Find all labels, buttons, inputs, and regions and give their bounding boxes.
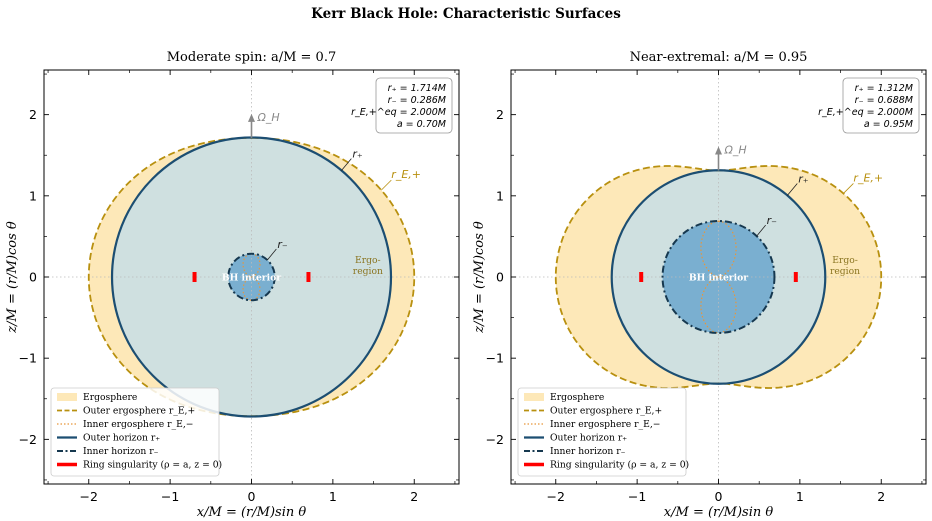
omega-h-label: Ω_H bbox=[724, 143, 747, 156]
x-tick-label: −2 bbox=[80, 489, 98, 504]
x-tick-label: 2 bbox=[410, 489, 418, 504]
y-tick-label: −2 bbox=[19, 432, 37, 447]
r-e-plus-leader bbox=[843, 183, 854, 194]
inner-horizon-line bbox=[661, 220, 776, 334]
x-axis-label: x/M = (r/M)sin θ bbox=[664, 505, 774, 520]
ring-singularity-mark-right bbox=[306, 272, 311, 282]
ergo-region-label-line-2: region bbox=[830, 266, 860, 277]
ring-singularity-mark-left bbox=[192, 272, 197, 282]
plot-area: BH interior Ergo-region Ω_H r₊ r_E,+ r₋ bbox=[511, 70, 926, 484]
legend-swatch-ergosphere bbox=[57, 393, 77, 401]
legend-label: Outer ergosphere r_E,+ bbox=[83, 406, 195, 417]
x-tick-label: 1 bbox=[796, 489, 804, 504]
panel-title: Near-extremal: a/M = 0.95 bbox=[630, 50, 808, 65]
r-plus-leader bbox=[786, 183, 798, 196]
x-axis-label: x/M = (r/M)sin θ bbox=[197, 505, 307, 520]
r-minus-label: r₋ bbox=[767, 214, 778, 227]
legend-label: Inner ergosphere r_E,− bbox=[550, 419, 660, 430]
r-plus-label: r₊ bbox=[798, 173, 809, 186]
info-box bbox=[842, 77, 920, 134]
legend-box bbox=[50, 387, 220, 477]
x-tick-label: 0 bbox=[715, 489, 723, 504]
y-tick-label: −1 bbox=[486, 351, 504, 366]
r-minus-leader bbox=[756, 224, 766, 237]
ergo-region-label-line-1: Ergo- bbox=[832, 255, 858, 266]
info-box-line: a = 0.70M bbox=[397, 119, 446, 130]
inner-horizon-line bbox=[227, 252, 276, 302]
legend-label: Outer horizon r₊ bbox=[83, 433, 160, 444]
info-box-line: r_E,+^eq = 2.000M bbox=[818, 107, 913, 118]
r-e-plus-leader bbox=[381, 179, 392, 191]
y-axis-label: z/M = (r/M)cos θ bbox=[472, 221, 487, 334]
legend-label: Outer horizon r₊ bbox=[550, 433, 627, 444]
omega-h-label: Ω_H bbox=[257, 111, 280, 124]
chart-panel-1: BH interior Ergo-region Ω_H r₊ r_E,+ r₋ −2 −1 0 1… bbox=[5, 50, 460, 520]
legend-box bbox=[517, 387, 687, 477]
info-box-line: a = 0.95M bbox=[864, 119, 913, 130]
x-tick-label: −2 bbox=[547, 489, 565, 504]
ergo-region-label: Ergo-region bbox=[353, 255, 383, 277]
legend-label: Outer ergosphere r_E,+ bbox=[550, 406, 662, 417]
legend-swatch-ergosphere bbox=[524, 393, 544, 401]
y-tick-label: 0 bbox=[29, 270, 37, 285]
y-tick-label: 2 bbox=[29, 107, 37, 122]
panel-title: Moderate spin: a/M = 0.7 bbox=[167, 50, 336, 65]
bh-interior-label: BH interior bbox=[222, 273, 281, 284]
ergo-region-label-line-1: Ergo- bbox=[355, 255, 381, 266]
figure-suptitle: Kerr Black Hole: Characteristic Surfaces bbox=[311, 6, 621, 22]
y-tick-label: −1 bbox=[19, 351, 37, 366]
ergo-region-label: Ergo-region bbox=[830, 255, 860, 277]
info-box bbox=[375, 77, 453, 134]
r-minus-label: r₋ bbox=[277, 238, 288, 251]
info-box-line: r₊ = 1.312M bbox=[855, 83, 913, 94]
y-tick-label: 1 bbox=[496, 188, 504, 203]
legend-label: Ergosphere bbox=[550, 392, 604, 403]
y-axis-label: z/M = (r/M)cos θ bbox=[5, 221, 20, 334]
y-tick-label: 2 bbox=[496, 107, 504, 122]
legend-label: Inner horizon r₋ bbox=[83, 446, 159, 457]
ring-singularity-mark-right bbox=[793, 272, 798, 282]
x-tick-label: 1 bbox=[329, 489, 337, 504]
y-tick-label: −2 bbox=[486, 432, 504, 447]
r-e-plus-label: r_E,+ bbox=[853, 171, 883, 184]
legend-label: Ergosphere bbox=[83, 392, 137, 403]
x-tick-label: −1 bbox=[628, 489, 646, 504]
info-box-line: r_E,+^eq = 2.000M bbox=[351, 107, 446, 118]
x-tick-label: 0 bbox=[248, 489, 256, 504]
info-box-line: r₊ = 1.714M bbox=[388, 83, 446, 94]
omega-arrow-head bbox=[715, 146, 722, 155]
legend-label: Ring singularity (ρ = a, z = 0) bbox=[83, 460, 222, 471]
chart-panel-2: BH interior Ergo-region Ω_H r₊ r_E,+ r₋ −2 −1 0 1… bbox=[472, 50, 927, 520]
r-plus-label: r₊ bbox=[352, 148, 363, 161]
omega-arrow-head bbox=[248, 113, 255, 122]
info-box-line: r₋ = 0.286M bbox=[388, 95, 446, 106]
r-plus-leader bbox=[341, 158, 352, 171]
plot-area: BH interior Ergo-region Ω_H r₊ r_E,+ r₋ bbox=[44, 70, 459, 484]
ring-singularity-mark-left bbox=[639, 272, 644, 282]
x-tick-label: −1 bbox=[161, 489, 179, 504]
legend-label: Inner ergosphere r_E,− bbox=[83, 419, 193, 430]
r-minus-leader bbox=[267, 248, 277, 261]
bh-interior-label: BH interior bbox=[689, 273, 748, 284]
legend-label: Ring singularity (ρ = a, z = 0) bbox=[550, 460, 689, 471]
legend-label: Inner horizon r₋ bbox=[550, 446, 626, 457]
y-tick-label: 1 bbox=[29, 188, 37, 203]
y-tick-label: 0 bbox=[496, 270, 504, 285]
ergo-region-label-line-2: region bbox=[353, 266, 383, 277]
r-e-plus-label: r_E,+ bbox=[391, 168, 421, 181]
inner-ergosphere-line bbox=[242, 253, 261, 301]
x-tick-label: 2 bbox=[877, 489, 885, 504]
info-box-line: r₋ = 0.688M bbox=[855, 95, 913, 106]
